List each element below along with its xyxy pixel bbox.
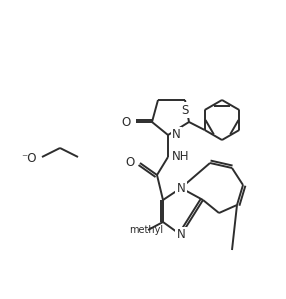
Text: N: N <box>172 129 181 141</box>
Text: methyl: methyl <box>129 225 163 235</box>
Text: ⁻O: ⁻O <box>21 152 37 166</box>
Text: S: S <box>181 103 189 117</box>
Text: N: N <box>177 228 185 242</box>
Text: NH: NH <box>172 150 190 164</box>
Text: N: N <box>177 181 185 195</box>
Text: O: O <box>126 156 135 170</box>
Text: O: O <box>122 115 131 129</box>
